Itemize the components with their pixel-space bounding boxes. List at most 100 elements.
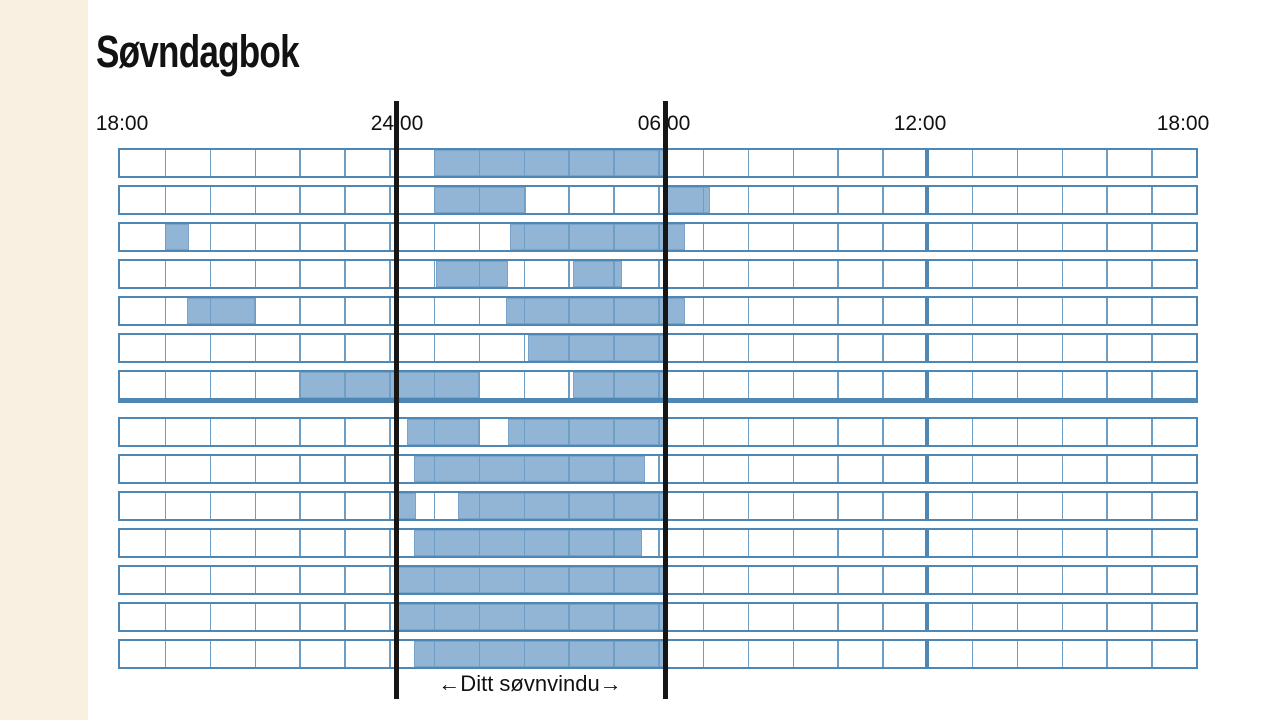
hour-gridline xyxy=(1061,641,1063,667)
hour-gridline xyxy=(254,493,256,519)
hour-gridline xyxy=(389,456,391,482)
hour-gridline xyxy=(164,530,167,556)
page-title: Søvndagbok xyxy=(96,26,300,77)
hour-gridline xyxy=(613,298,615,324)
hour-gridline xyxy=(478,335,481,361)
hour-gridline xyxy=(1016,530,1019,556)
hour-gridline xyxy=(792,493,794,519)
hour-gridline xyxy=(658,372,660,398)
hour-gridline xyxy=(164,261,167,287)
hour-gridline xyxy=(164,187,167,213)
hour-gridline xyxy=(254,567,256,593)
axis-tick-label: 12:00 xyxy=(893,112,947,135)
hour-gridline xyxy=(433,456,436,482)
hour-gridline xyxy=(344,604,346,630)
hour-gridline xyxy=(254,641,256,667)
hour-gridline xyxy=(658,641,660,667)
hour-gridline xyxy=(1151,604,1153,630)
hour-gridline xyxy=(613,530,615,556)
hour-gridline xyxy=(1061,493,1063,519)
hour-gridline xyxy=(971,298,974,324)
hour-gridline xyxy=(254,604,256,630)
hour-gridline xyxy=(209,641,212,667)
hour-gridline xyxy=(747,298,750,324)
hour-gridline xyxy=(837,298,839,324)
hour-gridline xyxy=(164,419,167,445)
midday-heavy-gridline xyxy=(925,335,929,361)
hour-gridline xyxy=(658,530,660,556)
hour-gridline xyxy=(478,150,481,176)
hour-gridline xyxy=(792,261,794,287)
hour-gridline xyxy=(792,372,794,398)
hour-gridline xyxy=(837,604,839,630)
hour-gridline xyxy=(971,530,974,556)
sleep-window-start-line xyxy=(394,101,399,699)
hour-gridline xyxy=(1061,298,1063,324)
hour-gridline xyxy=(1151,372,1153,398)
hour-gridline xyxy=(299,150,301,176)
hour-gridline xyxy=(882,372,884,398)
hour-gridline xyxy=(523,567,525,593)
hour-gridline xyxy=(478,604,481,630)
hour-gridline xyxy=(971,261,974,287)
diary-row-night-14 xyxy=(118,639,1198,669)
hour-gridline xyxy=(523,261,525,287)
hour-gridline xyxy=(837,372,839,398)
hour-gridline xyxy=(523,641,525,667)
hour-gridline xyxy=(1106,530,1108,556)
diary-row-night-6 xyxy=(118,333,1198,363)
hour-gridline xyxy=(1061,335,1063,361)
midday-heavy-gridline xyxy=(925,604,929,630)
sleep-segment xyxy=(505,298,685,324)
hour-gridline xyxy=(254,335,256,361)
hour-gridline xyxy=(568,261,570,287)
hour-gridline xyxy=(702,224,705,250)
sleep-segment xyxy=(664,187,710,213)
hour-gridline xyxy=(1151,298,1153,324)
hour-gridline xyxy=(1061,224,1063,250)
hour-gridline xyxy=(971,372,974,398)
hour-gridline xyxy=(837,224,839,250)
diary-row-night-3 xyxy=(118,222,1198,252)
hour-gridline xyxy=(568,372,570,398)
hour-gridline xyxy=(478,187,481,213)
diary-row-night-4 xyxy=(118,259,1198,289)
sleep-segment xyxy=(572,372,665,398)
hour-gridline xyxy=(613,493,615,519)
hour-gridline xyxy=(1151,187,1153,213)
midday-heavy-gridline xyxy=(925,567,929,593)
hour-gridline xyxy=(837,419,839,445)
hour-gridline xyxy=(209,224,212,250)
midday-heavy-gridline xyxy=(925,224,929,250)
hour-gridline xyxy=(478,224,481,250)
hour-gridline xyxy=(792,187,794,213)
hour-gridline xyxy=(882,456,884,482)
hour-gridline xyxy=(702,187,705,213)
hour-gridline xyxy=(164,224,167,250)
hour-gridline xyxy=(1016,187,1019,213)
hour-gridline xyxy=(344,567,346,593)
hour-gridline xyxy=(1106,604,1108,630)
sleep-segment xyxy=(299,372,479,398)
hour-gridline xyxy=(299,224,301,250)
hour-gridline xyxy=(299,372,301,398)
diary-row-night-9 xyxy=(118,454,1198,484)
hour-gridline xyxy=(1016,604,1019,630)
hour-gridline xyxy=(658,187,660,213)
hour-gridline xyxy=(433,372,436,398)
hour-gridline xyxy=(523,372,525,398)
hour-gridline xyxy=(702,493,705,519)
hour-gridline xyxy=(209,187,212,213)
hour-gridline xyxy=(702,298,705,324)
hour-gridline xyxy=(1106,261,1108,287)
hour-gridline xyxy=(747,224,750,250)
hour-gridline xyxy=(433,493,436,519)
hour-gridline xyxy=(299,604,301,630)
diary-row-night-7 xyxy=(118,370,1198,400)
hour-gridline xyxy=(658,456,660,482)
hour-gridline xyxy=(837,335,839,361)
hour-gridline xyxy=(658,298,660,324)
hour-gridline xyxy=(478,456,481,482)
hour-gridline xyxy=(1106,372,1108,398)
hour-gridline xyxy=(702,372,705,398)
